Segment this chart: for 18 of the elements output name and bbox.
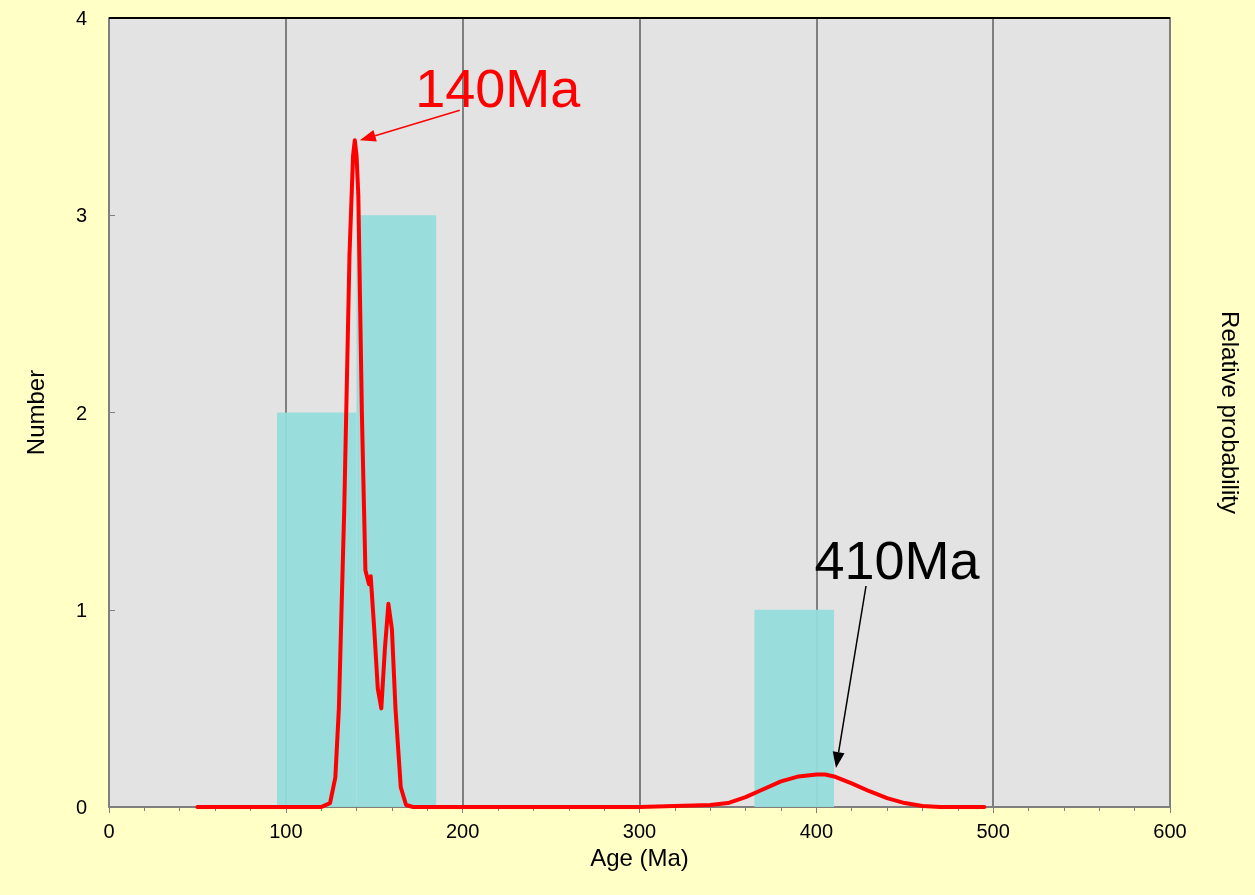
y-tick-label: 1 [75, 598, 87, 621]
annotation: 410Ma [814, 530, 981, 590]
x-tick-label: 100 [269, 820, 303, 842]
x-axis-title: Age (Ma) [590, 844, 689, 872]
x-tick-label: 300 [622, 820, 657, 842]
line-series [195, 138, 987, 809]
x-tick-label: 600 [1153, 820, 1187, 842]
x-tick-label: 500 [976, 820, 1010, 842]
x-tick-label: 0 [103, 820, 115, 842]
y2-axis-title: Relative probability [1216, 311, 1244, 514]
y-tick-label: 0 [75, 796, 87, 818]
x-tick-label: 200 [445, 820, 480, 842]
annotation: 140Ma [415, 58, 582, 119]
y-tick-label: 2 [75, 401, 87, 424]
y-tick-label: 3 [75, 204, 87, 227]
y-tick-label: 4 [75, 7, 87, 29]
y-axis-title: Number [21, 369, 49, 456]
x-tick-label: 400 [799, 820, 834, 842]
